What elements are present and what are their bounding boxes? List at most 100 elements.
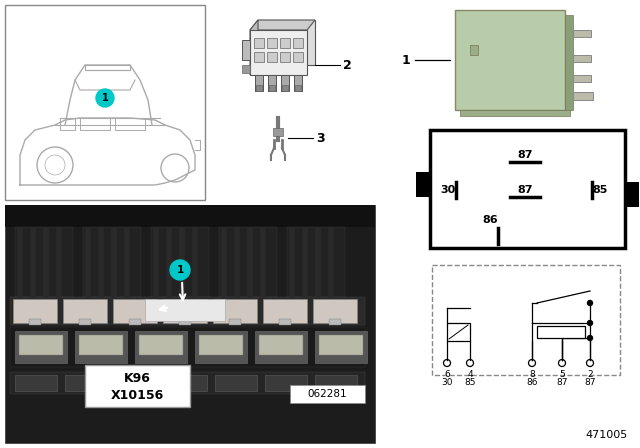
Bar <box>79 319 91 325</box>
Bar <box>273 128 283 136</box>
Bar <box>85 365 190 407</box>
Bar <box>282 85 288 91</box>
Bar <box>10 327 365 367</box>
Text: 5: 5 <box>559 370 565 379</box>
Bar <box>573 92 593 100</box>
Bar <box>315 375 357 391</box>
Text: 2: 2 <box>587 370 593 379</box>
Bar <box>115 375 157 391</box>
Bar <box>430 130 625 248</box>
Text: 87: 87 <box>517 185 532 195</box>
Bar <box>470 45 478 55</box>
Polygon shape <box>250 20 258 75</box>
Bar <box>242 40 250 60</box>
Bar <box>256 85 262 91</box>
Bar <box>229 319 241 325</box>
Bar <box>416 172 430 197</box>
Bar <box>295 85 301 91</box>
Bar <box>5 205 375 443</box>
Bar <box>319 335 363 355</box>
Bar <box>573 92 591 99</box>
Bar <box>15 227 73 297</box>
Bar <box>267 52 277 62</box>
Text: K96: K96 <box>124 371 150 384</box>
Text: 4: 4 <box>467 370 473 379</box>
Bar <box>15 331 67 363</box>
Bar <box>281 75 289 91</box>
Bar <box>573 55 591 62</box>
Bar <box>565 15 573 110</box>
Bar <box>215 375 257 391</box>
Text: 1: 1 <box>177 265 184 275</box>
Bar <box>129 319 141 325</box>
Bar <box>267 38 277 48</box>
Bar <box>265 375 307 391</box>
Bar <box>537 326 585 338</box>
Bar <box>250 30 307 75</box>
Text: 86: 86 <box>482 215 498 225</box>
Bar <box>65 375 107 391</box>
Text: 87: 87 <box>584 378 596 387</box>
Bar <box>329 319 341 325</box>
Bar <box>255 331 307 363</box>
Bar <box>5 205 375 227</box>
Bar <box>432 265 620 375</box>
Bar <box>268 75 276 91</box>
Bar <box>10 372 365 394</box>
Text: 87: 87 <box>517 150 532 160</box>
Text: 8: 8 <box>529 370 535 379</box>
Bar <box>254 52 264 62</box>
Bar <box>269 85 275 91</box>
Bar <box>29 319 41 325</box>
Circle shape <box>170 260 190 280</box>
Bar <box>145 299 225 321</box>
Bar <box>259 335 303 355</box>
Bar <box>313 299 357 323</box>
Bar <box>315 331 367 363</box>
Text: 86: 86 <box>526 378 538 387</box>
Bar <box>195 331 247 363</box>
Bar <box>293 38 303 48</box>
Bar <box>13 299 57 323</box>
Bar <box>165 375 207 391</box>
Bar <box>75 331 127 363</box>
Bar <box>15 375 57 391</box>
Bar <box>5 5 205 200</box>
Bar <box>460 110 570 116</box>
Circle shape <box>96 89 114 107</box>
Bar <box>573 30 591 37</box>
Text: X10156: X10156 <box>110 388 164 401</box>
Bar <box>254 38 264 48</box>
Text: 6: 6 <box>444 370 450 379</box>
Circle shape <box>588 336 593 340</box>
Text: 85: 85 <box>464 378 476 387</box>
Polygon shape <box>250 20 315 30</box>
Text: 062281: 062281 <box>307 389 347 399</box>
Bar <box>10 297 365 325</box>
Bar <box>135 331 187 363</box>
Bar <box>242 65 250 73</box>
Bar <box>293 52 303 62</box>
Bar <box>290 385 365 403</box>
Text: 3: 3 <box>316 132 324 145</box>
Bar <box>294 75 302 91</box>
Bar <box>280 38 290 48</box>
Bar <box>263 299 307 323</box>
Bar <box>151 227 209 297</box>
Bar <box>19 335 63 355</box>
Bar <box>255 75 263 91</box>
Bar <box>213 299 257 323</box>
Text: 30: 30 <box>440 185 456 195</box>
Bar <box>199 335 243 355</box>
Text: 1: 1 <box>401 53 410 66</box>
Text: 2: 2 <box>343 59 352 72</box>
Bar <box>79 335 123 355</box>
Bar <box>63 299 107 323</box>
Bar <box>625 182 639 207</box>
Bar <box>113 299 157 323</box>
Text: 30: 30 <box>441 378 452 387</box>
Bar <box>163 299 207 323</box>
Circle shape <box>588 301 593 306</box>
Bar <box>455 10 565 110</box>
Text: 471005: 471005 <box>586 430 628 440</box>
